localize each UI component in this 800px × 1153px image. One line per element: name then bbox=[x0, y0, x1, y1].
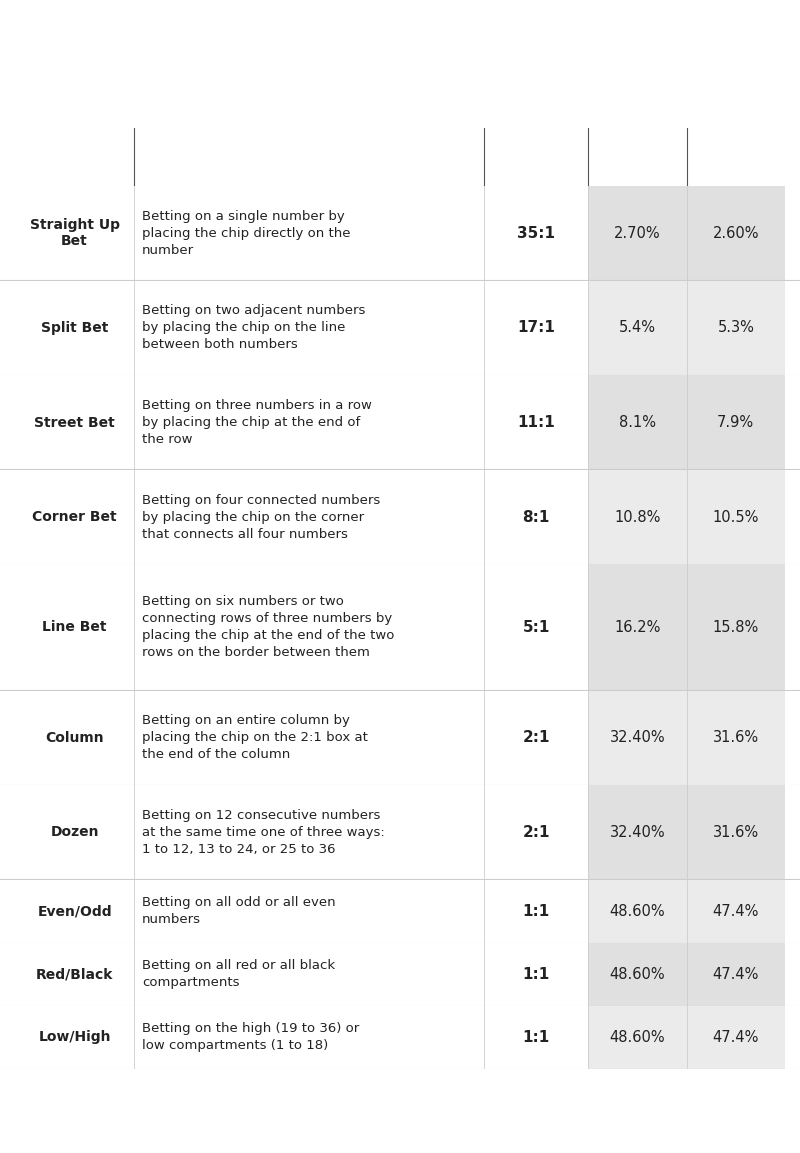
Text: Street Bet: Street Bet bbox=[34, 415, 115, 430]
Text: 10.5%: 10.5% bbox=[713, 510, 759, 525]
Text: European
Odds: European Odds bbox=[598, 141, 677, 173]
Text: Column: Column bbox=[46, 731, 104, 745]
Bar bbox=[588, 943, 785, 1005]
Text: Betting on three numbers in a row
by placing the chip at the end of
the row: Betting on three numbers in a row by pla… bbox=[142, 399, 372, 446]
Text: Betting on two adjacent numbers
by placing the chip on the line
between both num: Betting on two adjacent numbers by placi… bbox=[142, 304, 366, 352]
Bar bbox=[588, 1005, 785, 1069]
Text: 35:1: 35:1 bbox=[517, 226, 555, 241]
Text: gamblers★pick: gamblers★pick bbox=[321, 1110, 479, 1130]
Bar bbox=[588, 880, 785, 943]
Text: 16.2%: 16.2% bbox=[614, 620, 661, 635]
Text: 1:1: 1:1 bbox=[522, 967, 550, 982]
Text: 31.6%: 31.6% bbox=[713, 730, 759, 745]
Text: Split Bet: Split Bet bbox=[41, 321, 108, 334]
Text: Red/Black: Red/Black bbox=[36, 967, 114, 981]
Text: 10.8%: 10.8% bbox=[614, 510, 661, 525]
Text: ☰  Description: ☰ Description bbox=[250, 149, 368, 164]
Text: Low/High: Low/High bbox=[38, 1031, 111, 1045]
Text: 2:1: 2:1 bbox=[522, 730, 550, 745]
Bar bbox=[588, 565, 785, 691]
Text: Betting on the high (19 to 36) or
low compartments (1 to 18): Betting on the high (19 to 36) or low co… bbox=[142, 1023, 359, 1053]
Text: 47.4%: 47.4% bbox=[713, 967, 759, 982]
Bar bbox=[588, 280, 785, 375]
Text: Straight Up
Bet: Straight Up Bet bbox=[30, 218, 120, 248]
Text: PAYOUTS: PAYOUTS bbox=[402, 27, 608, 68]
Text: Betting on an entire column by
placing the chip on the 2:1 box at
the end of the: Betting on an entire column by placing t… bbox=[142, 715, 368, 761]
Text: 5:1: 5:1 bbox=[522, 620, 550, 635]
Text: Betting on four connected numbers
by placing the chip on the corner
that connect: Betting on four connected numbers by pla… bbox=[142, 493, 381, 541]
Bar bbox=[588, 186, 785, 280]
Bar bbox=[588, 469, 785, 565]
Text: 32.40%: 32.40% bbox=[610, 730, 665, 745]
Text: Betting on a single number by
placing the chip directly on the
number: Betting on a single number by placing th… bbox=[142, 210, 350, 257]
Text: 7.9%: 7.9% bbox=[718, 415, 754, 430]
Text: 31.6%: 31.6% bbox=[713, 826, 759, 841]
Text: Dozen: Dozen bbox=[50, 826, 99, 839]
Text: Betting on all red or all black
compartments: Betting on all red or all black compartm… bbox=[142, 959, 335, 989]
Bar bbox=[588, 691, 785, 785]
Text: Betting on all odd or all even
numbers: Betting on all odd or all even numbers bbox=[142, 896, 336, 926]
Text: ⦿  Payout: ⦿ Payout bbox=[494, 149, 570, 164]
Text: Even/Odd: Even/Odd bbox=[38, 904, 112, 918]
Text: 48.60%: 48.60% bbox=[610, 1030, 665, 1045]
Text: 48.60%: 48.60% bbox=[610, 904, 665, 919]
Bar bbox=[588, 375, 785, 469]
Text: 1:1: 1:1 bbox=[522, 904, 550, 919]
Text: Corner Bet: Corner Bet bbox=[32, 510, 117, 525]
Text: 1:1: 1:1 bbox=[522, 1030, 550, 1045]
Text: 8:1: 8:1 bbox=[522, 510, 550, 525]
Text: Betting on 12 consecutive numbers
at the same time one of three ways:
1 to 12, 1: Betting on 12 consecutive numbers at the… bbox=[142, 809, 385, 856]
Text: ROULETTE: ROULETTE bbox=[147, 27, 398, 68]
Text: 2.60%: 2.60% bbox=[713, 226, 759, 241]
Text: 5.4%: 5.4% bbox=[619, 321, 656, 336]
Text: Line Bet: Line Bet bbox=[42, 620, 107, 634]
Text: 15.8%: 15.8% bbox=[713, 620, 759, 635]
Text: 2.70%: 2.70% bbox=[614, 226, 661, 241]
Text: 2:1: 2:1 bbox=[522, 826, 550, 841]
Text: 17:1: 17:1 bbox=[518, 321, 555, 336]
Text: 8.1%: 8.1% bbox=[619, 415, 656, 430]
Text: American
Odds: American Odds bbox=[697, 141, 774, 173]
Text: ⦿  Bet: ⦿ Bet bbox=[47, 149, 94, 164]
Text: 32.40%: 32.40% bbox=[610, 826, 665, 841]
Text: 11:1: 11:1 bbox=[518, 415, 555, 430]
Text: Betting on six numbers or two
connecting rows of three numbers by
placing the ch: Betting on six numbers or two connecting… bbox=[142, 595, 394, 660]
Bar bbox=[588, 785, 785, 880]
Text: 48.60%: 48.60% bbox=[610, 967, 665, 982]
Text: 5.3%: 5.3% bbox=[718, 321, 754, 336]
Text: 47.4%: 47.4% bbox=[713, 904, 759, 919]
Text: 47.4%: 47.4% bbox=[713, 1030, 759, 1045]
